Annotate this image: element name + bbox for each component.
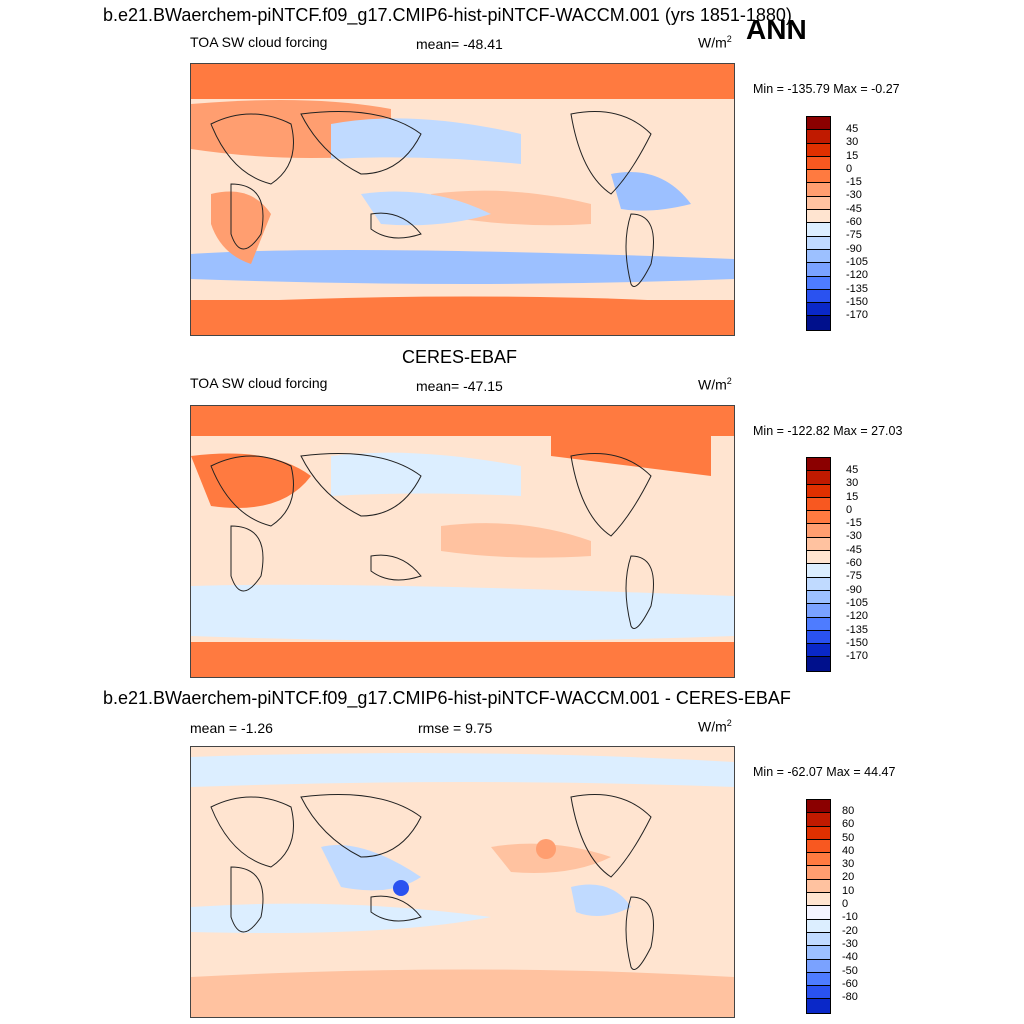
- panel1-variable: TOA SW cloud forcing: [190, 34, 328, 50]
- panel2-mean: mean= -47.15: [416, 378, 503, 394]
- panel2-colorbar-labels: 45 30 15 0 -15 -30 -45 -60 -75 -90 -105 -120 -13…: [846, 464, 869, 663]
- panel2-variable: TOA SW cloud forcing: [190, 375, 328, 391]
- panel1-unit: W/m2: [698, 34, 732, 51]
- panel2-title: CERES-EBAF: [402, 347, 518, 367]
- panel2-minmax: Min = -122.82 Max = 27.03: [753, 424, 903, 438]
- figure-title: b.e21.BWaerchem-piNTCF.f09_g17.CMIP6-his…: [103, 5, 792, 25]
- panel3-title: b.e21.BWaerchem-piNTCF.f09_g17.CMIP6-his…: [103, 688, 791, 708]
- panel1-mean: mean= -48.41: [416, 36, 503, 52]
- panel3-rmse: rmse = 9.75: [418, 720, 493, 736]
- panel2-colorbar: [806, 457, 831, 672]
- panel3-minmax: Min = -62.07 Max = 44.47: [753, 765, 896, 779]
- panel1-map: [190, 63, 735, 336]
- panel2-map-svg: [191, 406, 734, 677]
- panel2-map: [190, 405, 735, 678]
- panel1-map-svg: [191, 64, 734, 335]
- season-label: ANN: [746, 14, 807, 45]
- panel3-mean: mean = -1.26: [190, 720, 273, 736]
- panel3-map-svg: [191, 747, 734, 1017]
- panel3-unit: W/m2: [698, 718, 732, 735]
- panel3-colorbar: [806, 799, 831, 1014]
- panel1-minmax: Min = -135.79 Max = -0.27: [753, 82, 900, 96]
- panel3-map: [190, 746, 735, 1018]
- panel2-unit: W/m2: [698, 376, 732, 393]
- panel1-colorbar: [806, 116, 831, 331]
- panel3-colorbar-labels: 80 60 50 40 30 20 10 0 -10 -20 -30 -40 -50 -60 -80: [842, 805, 858, 1004]
- panel1-colorbar-labels: 45 30 15 0 -15 -30 -45 -60 -75 -90 -105 -120 -13…: [846, 123, 869, 322]
